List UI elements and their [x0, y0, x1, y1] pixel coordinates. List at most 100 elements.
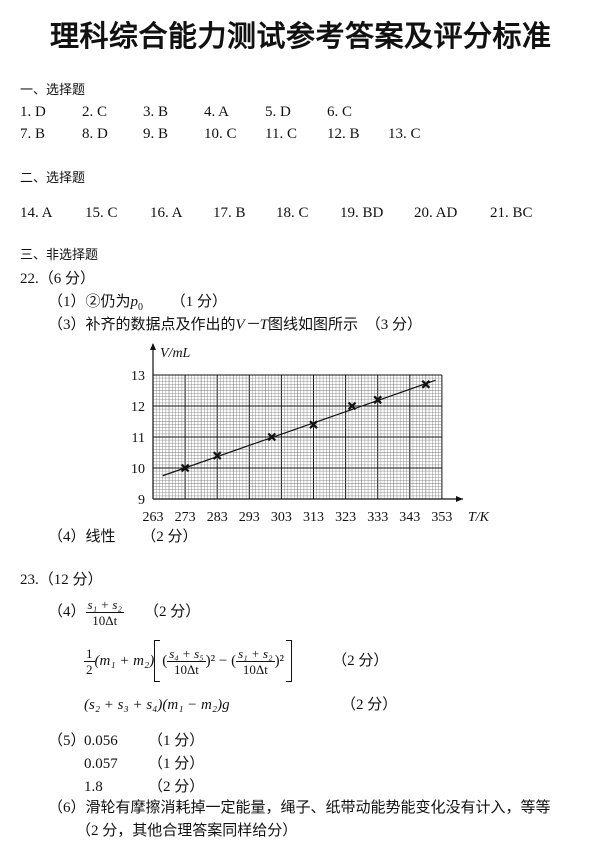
answer-item: 1. D: [20, 104, 46, 120]
x-tick-label: 343: [399, 510, 420, 525]
fraction-numerator: 1: [84, 645, 95, 662]
x-tick-label: 313: [303, 510, 324, 525]
q22-part1-var: p: [130, 294, 139, 310]
q23-part6-line1: （6）滑轮有摩擦消耗掉一定能量，绳子、纸带动能势能变化没有计入，等等: [48, 800, 551, 816]
v-t-chart: 263 273 283 293 303 313 323 333 343 353 9 10 11 12 13 T…: [131, 343, 490, 525]
q22-part1-score: （1 分）: [170, 294, 228, 310]
q23-part4-prefix: （4）: [48, 604, 86, 620]
q22-part1-sub: 0: [138, 302, 144, 313]
q23-part5-prefix: （5）: [48, 733, 86, 749]
q23-part5-score: （1 分）: [148, 756, 205, 772]
q22-part4-score: （2 分）: [141, 529, 198, 545]
answer-item: 5. D: [265, 104, 291, 120]
q23-part5-score: （2 分）: [148, 779, 205, 795]
answer-item: 20. AD: [414, 205, 458, 221]
answer-item: 7. B: [20, 126, 46, 142]
x-tick-label: 333: [367, 510, 388, 525]
y-tick-label: 9: [138, 493, 145, 508]
answer-item: 21. BC: [490, 205, 533, 221]
fraction-denominator: 10Δt: [242, 661, 268, 677]
data-point: [421, 380, 431, 389]
x-tick-label: 303: [271, 510, 292, 525]
fraction-velocity: s₁ + s₂ 10Δt: [85, 597, 124, 628]
right-bracket: [286, 640, 293, 682]
fraction-denominator: 10Δt: [92, 613, 118, 628]
paren-square: )²: [205, 652, 216, 669]
paren: (: [162, 652, 168, 669]
y-tick-label: 13: [131, 369, 145, 384]
x-tick-label: 273: [175, 510, 196, 525]
data-point: [212, 451, 222, 460]
data-point: [309, 420, 318, 429]
answer-item: 14. A: [20, 205, 53, 221]
section-2-heading: 二、选择题: [20, 171, 86, 186]
fraction-v1: s₁ + s₂ 10Δt: [236, 645, 275, 677]
y-tick-label: 10: [131, 462, 145, 477]
q22-label: 22.（6 分）: [20, 271, 96, 287]
answer-item: 4. A: [204, 104, 230, 120]
x-tick-label: 353: [431, 510, 452, 525]
y-tick-label: 12: [131, 400, 145, 415]
answer-item: 9. B: [143, 126, 169, 142]
section-3-heading: 三、非选择题: [20, 248, 99, 263]
q23-part4-score2: （2 分）: [332, 652, 389, 669]
answer-item: 19. BD: [340, 205, 384, 221]
y-tick-label: 11: [132, 431, 145, 446]
fraction-v2: s₄ + s₅ 10Δt: [167, 645, 206, 676]
fraction-numerator: s₁ + s₂: [85, 597, 124, 613]
data-point: [267, 432, 277, 442]
left-bracket: [154, 640, 161, 682]
answer-item: 15. C: [85, 205, 118, 221]
mass-sum: (m₁ + m₂): [94, 652, 155, 669]
q23-part4-line1: （4） s₁ + s₂ 10Δt （2 分）: [48, 598, 200, 627]
x-tick-label: 293: [239, 510, 260, 525]
answer-item: 2. C: [82, 104, 108, 120]
answer-item: 8. D: [82, 126, 108, 142]
q23-part5-score: （1 分）: [148, 733, 205, 749]
q23-part4-score3: （2 分）: [341, 697, 398, 713]
answer-item: 12. B: [327, 126, 360, 142]
answer-item: 18. C: [276, 205, 309, 221]
data-point: [347, 401, 357, 411]
fraction-numerator: s₄ + s₅: [167, 645, 206, 662]
answer-item: 13. C: [388, 126, 421, 142]
answer-item: 16. A: [150, 205, 183, 221]
q22-part3-text: （3）补齐的数据点及作出的: [48, 317, 236, 333]
q22-part3-suffix: 图线如图所示: [268, 317, 359, 333]
q22-part4: （4）线性 （2 分）: [48, 530, 198, 545]
x-tick-label: 283: [207, 510, 228, 525]
q23-label: 23.（12 分）: [20, 572, 103, 588]
answer-item: 10. C: [204, 126, 237, 142]
q22-part1-text: （1）②仍为: [48, 294, 131, 310]
x-tick-label: 323: [335, 510, 356, 525]
q23-part6-line2: （2 分，其他合理答案同样给分）: [76, 823, 298, 839]
q23-part5-value: 1.8: [84, 779, 103, 795]
q22-part3: （3）补齐的数据点及作出的V－T图线如图所示 （3 分）: [48, 318, 422, 333]
x-tick-label: 263: [143, 510, 164, 525]
q22-part4-text: （4）线性: [48, 529, 116, 545]
answer-item: 3. B: [143, 104, 169, 120]
q23-part4-score1: （2 分）: [143, 604, 201, 620]
x-axis-arrow-icon: [456, 496, 463, 502]
data-point: [180, 463, 190, 473]
q22-part3-score: （3 分）: [365, 317, 423, 333]
data-point: [373, 395, 382, 405]
x-axis-label: T/K: [468, 510, 490, 525]
fraction-denominator: 2: [86, 661, 93, 677]
q22-part1: （1）②仍为p0 （1 分）: [48, 295, 227, 313]
page-title: 理科综合能力测试参考答案及评分标准: [50, 19, 552, 53]
paren-square: )²: [274, 652, 285, 669]
q22-part3-var: V－T: [235, 317, 269, 333]
q23-part4-line3: (s₂ + s₃ + s₄)(m₁ − m₂)g: [84, 697, 230, 713]
fraction-numerator: s₁ + s₂: [236, 645, 275, 662]
answer-item: 11. C: [265, 126, 297, 142]
y-axis-label: V/mL: [160, 346, 191, 361]
answer-item: 6. C: [327, 104, 353, 120]
q23-part5-value: 0.056: [84, 733, 118, 749]
section-1-heading: 一、选择题: [20, 83, 86, 98]
answer-item: 17. B: [213, 205, 246, 221]
q23-part5-value: 0.057: [84, 756, 118, 772]
minus: − (: [215, 652, 237, 669]
